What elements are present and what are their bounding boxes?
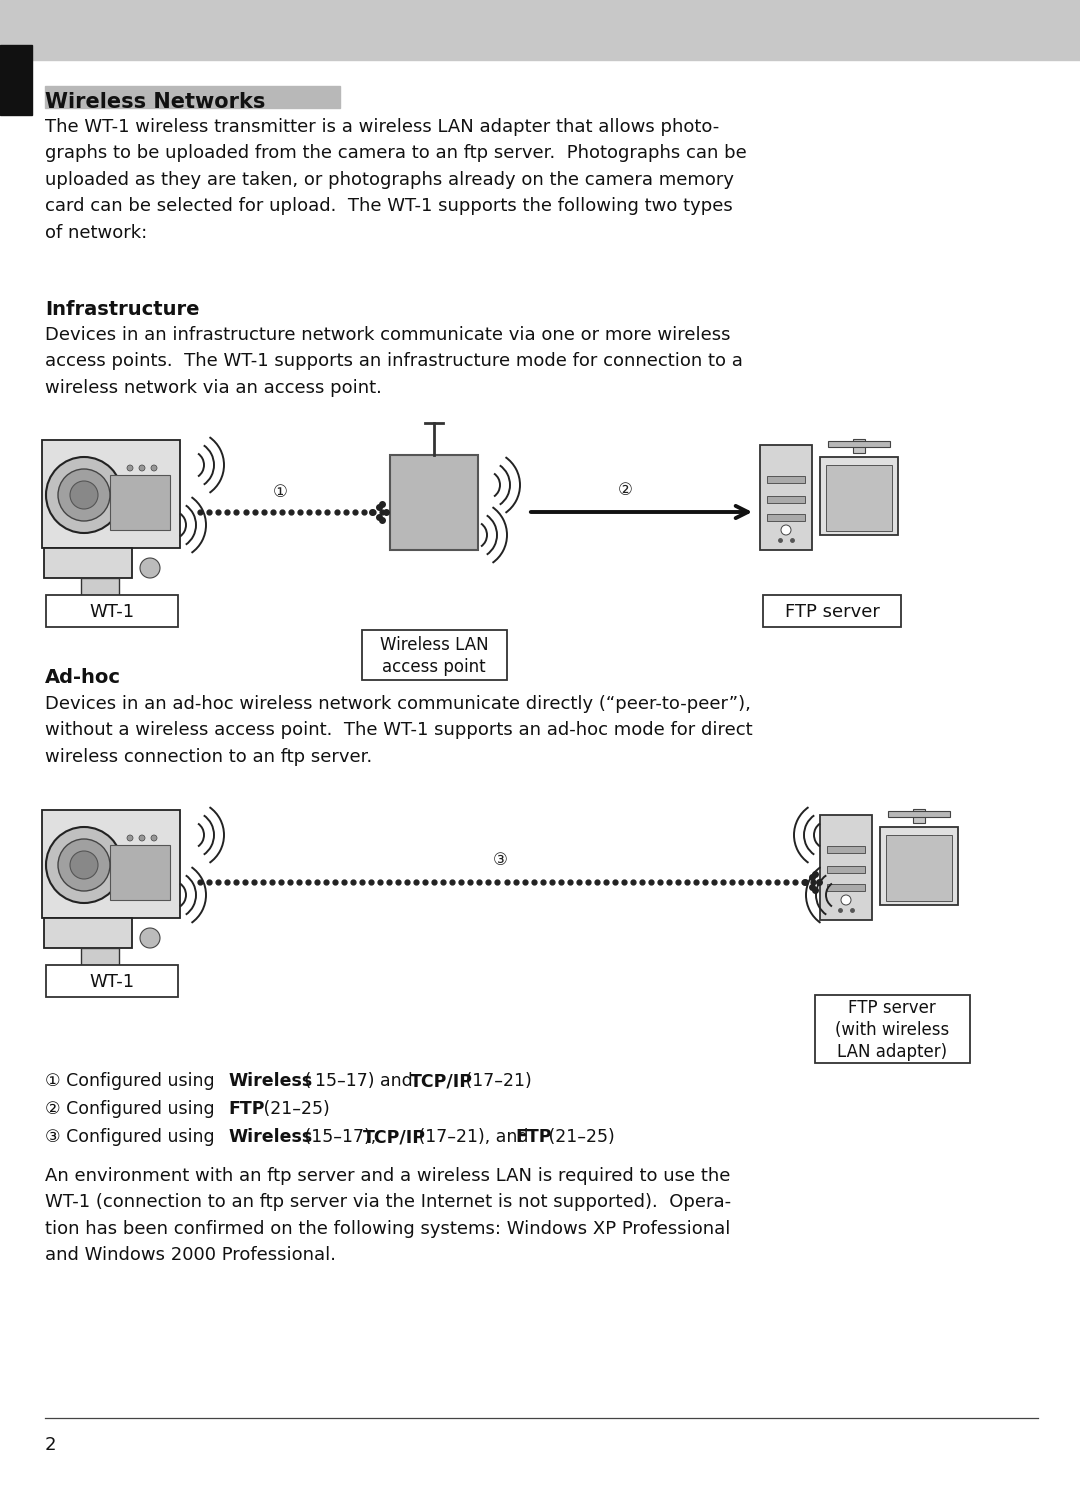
Bar (0, 0, 1080, 59)
Bar (45, 86, 340, 108)
Text: FTP: FTP (515, 1128, 552, 1146)
Bar (81, 578, 119, 600)
Text: (17–21), and: (17–21), and (413, 1128, 534, 1146)
Text: Wireless: Wireless (228, 1071, 312, 1091)
Circle shape (127, 465, 133, 471)
Text: WT-1: WT-1 (90, 973, 135, 991)
Bar (767, 476, 805, 483)
Bar (826, 465, 892, 531)
Bar (390, 455, 478, 550)
Text: The WT-1 wireless transmitter is a wireless LAN adapter that allows photo-
graph: The WT-1 wireless transmitter is a wirel… (45, 117, 746, 242)
Circle shape (139, 835, 145, 841)
Text: An environment with an ftp server and a wireless LAN is required to use the
WT-1: An environment with an ftp server and a … (45, 1167, 731, 1265)
Bar (828, 441, 890, 447)
Text: (: ( (299, 1071, 311, 1091)
Bar (827, 884, 865, 892)
Text: Devices in an ad-hoc wireless network communicate directly (“peer-to-peer”),
wit: Devices in an ad-hoc wireless network co… (45, 695, 753, 765)
Bar (0, 45, 32, 114)
Circle shape (70, 851, 98, 880)
Text: Wireless LAN
access point: Wireless LAN access point (380, 636, 488, 676)
Text: Infrastructure: Infrastructure (45, 300, 200, 319)
Text: FTP server
(with wireless
LAN adapter): FTP server (with wireless LAN adapter) (835, 999, 949, 1061)
FancyBboxPatch shape (362, 630, 507, 681)
Text: FTP server: FTP server (784, 603, 879, 621)
Text: ①: ① (272, 483, 287, 501)
Circle shape (151, 835, 157, 841)
Text: Wireless: Wireless (228, 1128, 312, 1146)
Circle shape (58, 470, 110, 522)
Circle shape (46, 828, 122, 903)
Bar (888, 811, 950, 817)
Text: 15–17) and: 15–17) and (315, 1071, 418, 1091)
Bar (81, 948, 119, 970)
Text: (17–21): (17–21) (460, 1071, 531, 1091)
Text: WT-1: WT-1 (90, 603, 135, 621)
Circle shape (58, 840, 110, 892)
Bar (42, 440, 180, 548)
Bar (853, 438, 865, 453)
Text: TCP/IP: TCP/IP (410, 1071, 473, 1091)
Circle shape (151, 465, 157, 471)
Bar (827, 846, 865, 853)
Text: TCP/IP: TCP/IP (363, 1128, 426, 1146)
Bar (886, 835, 951, 901)
Circle shape (139, 465, 145, 471)
Circle shape (70, 481, 98, 510)
Bar (767, 496, 805, 502)
Bar (913, 808, 924, 823)
Text: Devices in an infrastructure network communicate via one or more wireless
access: Devices in an infrastructure network com… (45, 325, 743, 397)
Circle shape (127, 835, 133, 841)
Bar (880, 828, 958, 905)
Text: 2: 2 (45, 1435, 56, 1453)
Bar (110, 476, 170, 531)
Circle shape (781, 525, 791, 535)
FancyBboxPatch shape (46, 964, 178, 997)
FancyBboxPatch shape (762, 594, 901, 627)
Bar (767, 514, 805, 522)
Bar (820, 814, 872, 920)
Bar (760, 444, 812, 550)
Circle shape (140, 927, 160, 948)
Text: (21–25): (21–25) (543, 1128, 615, 1146)
Bar (44, 548, 132, 578)
Text: ②: ② (618, 481, 633, 499)
Text: (21–25): (21–25) (258, 1100, 329, 1117)
Text: Ad-hoc: Ad-hoc (45, 669, 121, 687)
FancyBboxPatch shape (815, 996, 970, 1062)
Circle shape (46, 458, 122, 533)
Bar (820, 458, 897, 535)
Bar (44, 918, 132, 948)
Text: (15–17),: (15–17), (299, 1128, 381, 1146)
Bar (827, 866, 865, 872)
Text: ① Configured using: ① Configured using (45, 1071, 220, 1091)
Text: ③ Configured using: ③ Configured using (45, 1128, 220, 1146)
Text: FTP: FTP (228, 1100, 265, 1117)
Bar (110, 846, 170, 901)
Circle shape (841, 895, 851, 905)
Text: Wireless Networks: Wireless Networks (45, 92, 266, 111)
Bar (42, 810, 180, 918)
Circle shape (140, 559, 160, 578)
Text: ③: ③ (492, 851, 508, 869)
Text: ② Configured using: ② Configured using (45, 1100, 220, 1117)
FancyBboxPatch shape (46, 594, 178, 627)
